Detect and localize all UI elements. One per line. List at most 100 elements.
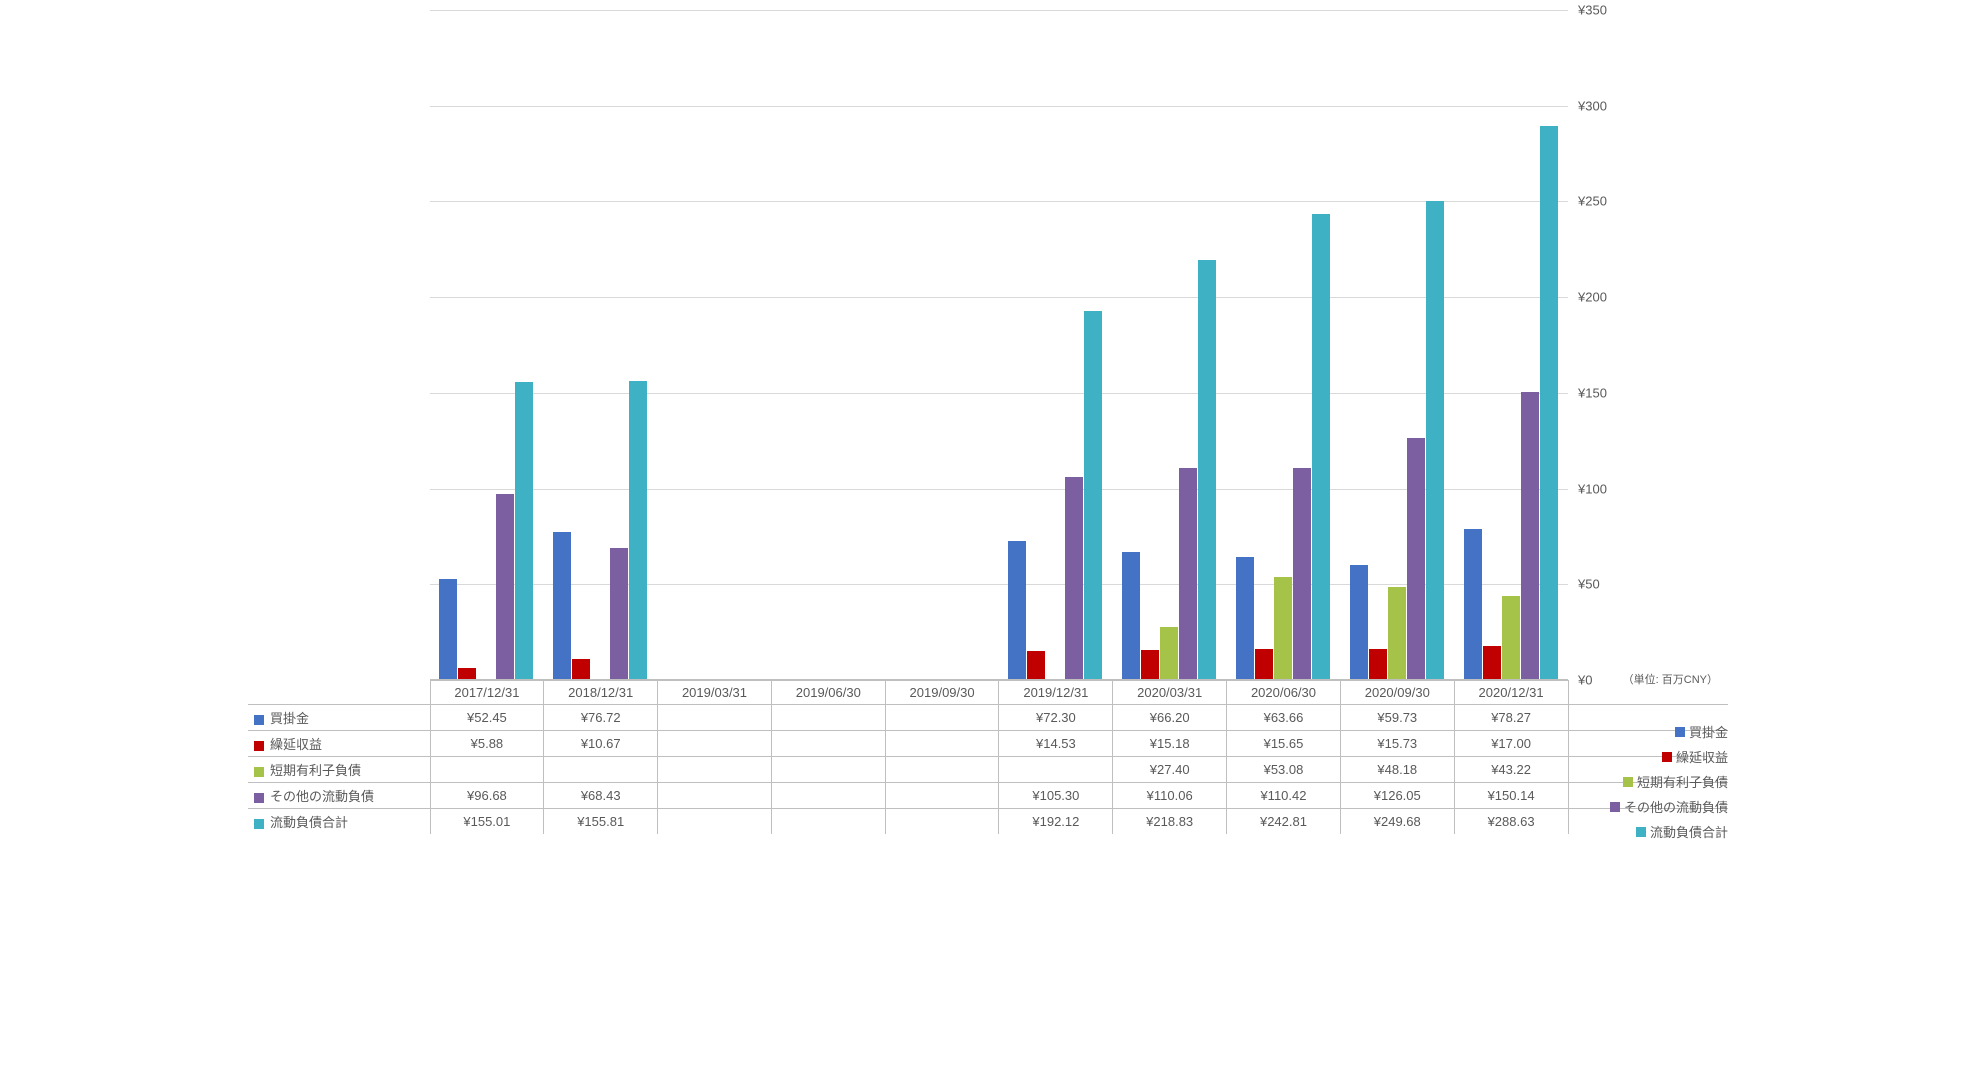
cell [885, 731, 999, 757]
bar-accounts_payable [1464, 529, 1482, 679]
cell: ¥5.88 [430, 731, 544, 757]
table-row: 短期有利子負債¥27.40¥53.08¥48.18¥43.22 [248, 757, 1728, 783]
cell: ¥10.67 [544, 731, 658, 757]
cell [885, 705, 999, 731]
cell: ¥68.43 [544, 783, 658, 809]
bar-group [771, 10, 885, 679]
cell: ¥242.81 [1227, 809, 1341, 835]
cell [658, 783, 772, 809]
table-row: 繰延収益¥5.88¥10.67¥14.53¥15.18¥15.65¥15.73¥… [248, 731, 1728, 757]
bar-deferred_revenue [1483, 646, 1501, 679]
cell: ¥110.42 [1227, 783, 1341, 809]
cell [658, 809, 772, 835]
legend-item-other_current_liab: その他の流動負債 [1610, 797, 1728, 816]
bar-deferred_revenue [572, 659, 590, 679]
row-header-short_term_debt: 短期有利子負債 [248, 757, 430, 783]
bar-deferred_revenue [458, 668, 476, 679]
bar-deferred_revenue [1027, 651, 1045, 679]
bar-total_current_liab [1198, 260, 1216, 679]
legend-swatch [1636, 827, 1646, 837]
bar-other_current_liab [610, 548, 628, 679]
cell: ¥150.14 [1454, 783, 1568, 809]
column-header: 2019/09/30 [885, 681, 999, 705]
legend-label: その他の流動負債 [1624, 797, 1728, 816]
bar-total_current_liab [1312, 214, 1330, 679]
bar-group [1454, 10, 1568, 679]
cell: ¥249.68 [1340, 809, 1454, 835]
cell [658, 757, 772, 783]
bar-deferred_revenue [1255, 649, 1273, 679]
cell: ¥126.05 [1340, 783, 1454, 809]
bar-accounts_payable [1122, 552, 1140, 679]
cell [658, 705, 772, 731]
cell: ¥43.22 [1454, 757, 1568, 783]
header-row: 2017/12/312018/12/312019/03/312019/06/30… [248, 681, 1728, 705]
column-header: 2017/12/31 [430, 681, 544, 705]
bar-deferred_revenue [1369, 649, 1387, 679]
ytick-label: ¥150 [1578, 385, 1638, 400]
legend-item-total_current_liab: 流動負債合計 [1636, 822, 1728, 841]
row-swatch [254, 741, 264, 751]
cell: ¥96.68 [430, 783, 544, 809]
cell [430, 757, 544, 783]
cell: ¥66.20 [1113, 705, 1227, 731]
cell [885, 783, 999, 809]
bar-total_current_liab [629, 381, 647, 679]
row-header-other_current_liab: その他の流動負債 [248, 783, 430, 809]
table-row: 買掛金¥52.45¥76.72¥72.30¥66.20¥63.66¥59.73¥… [248, 705, 1728, 731]
cell [885, 809, 999, 835]
cell [771, 705, 885, 731]
cell: ¥15.73 [1340, 731, 1454, 757]
bar-short_term_debt [1160, 627, 1178, 679]
bar-group [1340, 10, 1454, 679]
row-swatch [254, 819, 264, 829]
cell: ¥63.66 [1227, 705, 1341, 731]
bar-other_current_liab [1407, 438, 1425, 679]
cell: ¥27.40 [1113, 757, 1227, 783]
cell [771, 757, 885, 783]
row-swatch [254, 715, 264, 725]
column-header: 2020/09/30 [1340, 681, 1454, 705]
row-swatch [254, 793, 264, 803]
bar-short_term_debt [1502, 596, 1520, 679]
bar-group [658, 10, 772, 679]
column-header: 2019/12/31 [999, 681, 1113, 705]
bar-accounts_payable [553, 532, 571, 679]
legend-label: 繰延収益 [1676, 747, 1728, 766]
cell [658, 731, 772, 757]
bar-groups [430, 10, 1568, 679]
bar-other_current_liab [1521, 392, 1539, 679]
cell: ¥15.18 [1113, 731, 1227, 757]
bar-group [544, 10, 658, 679]
column-header: 2020/03/31 [1113, 681, 1227, 705]
data-table: 2017/12/312018/12/312019/03/312019/06/30… [248, 680, 1728, 834]
bar-group [430, 10, 544, 679]
bar-group [999, 10, 1113, 679]
bar-group [1227, 10, 1341, 679]
legend-swatch [1662, 752, 1672, 762]
bar-other_current_liab [496, 494, 514, 679]
ytick-label: ¥350 [1578, 3, 1638, 18]
row-header-total_current_liab: 流動負債合計 [248, 809, 430, 835]
bar-total_current_liab [1426, 201, 1444, 679]
table-row: 流動負債合計¥155.01¥155.81¥192.12¥218.83¥242.8… [248, 809, 1728, 835]
bar-accounts_payable [1236, 557, 1254, 679]
cell: ¥155.81 [544, 809, 658, 835]
legend-swatch [1610, 802, 1620, 812]
bar-accounts_payable [439, 579, 457, 679]
cell: ¥14.53 [999, 731, 1113, 757]
cell: ¥218.83 [1113, 809, 1227, 835]
cell: ¥288.63 [1454, 809, 1568, 835]
column-header: 2019/03/31 [658, 681, 772, 705]
legend-label: 買掛金 [1689, 722, 1728, 741]
bar-accounts_payable [1008, 541, 1026, 679]
cell: ¥76.72 [544, 705, 658, 731]
column-header: 2018/12/31 [544, 681, 658, 705]
cell: ¥52.45 [430, 705, 544, 731]
row-swatch [254, 767, 264, 777]
table-corner [248, 681, 430, 705]
row-header-deferred_revenue: 繰延収益 [248, 731, 430, 757]
cell: ¥53.08 [1227, 757, 1341, 783]
ytick-label: ¥200 [1578, 290, 1638, 305]
column-header: 2019/06/30 [771, 681, 885, 705]
